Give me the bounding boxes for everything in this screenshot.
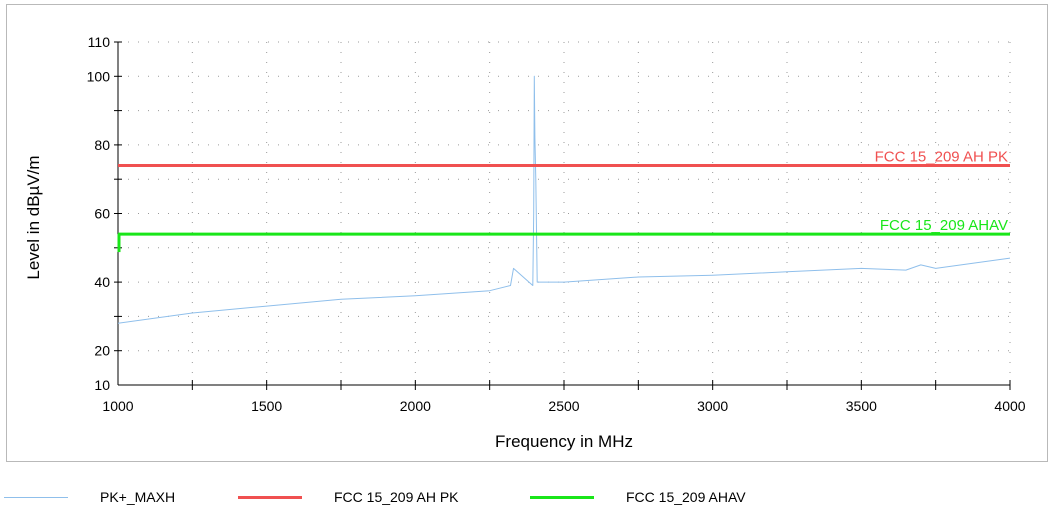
- y-tick-label: 100: [87, 68, 111, 84]
- x-tick-label: 1000: [102, 398, 133, 414]
- x-tick-label: 3000: [697, 398, 728, 414]
- axis-layer: 1000 1500 2000 2500 3000 3500 4000 10 20 40 60 80 10…: [87, 34, 1026, 414]
- label-layer: Frequency in MHz Level in dBµV/m FCC 15_…: [24, 148, 1008, 451]
- x-tick-label: 3500: [846, 398, 877, 414]
- y-tick-label: 80: [94, 137, 110, 153]
- y-tick-label: 110: [88, 34, 111, 50]
- data-layer: [117, 75, 1011, 324]
- x-tick-label: 2000: [400, 398, 431, 414]
- emission-chart: 1000 1500 2000 2500 3000 3500 4000 10 20 40 60 80 10…: [24, 34, 1026, 451]
- legend-swatch-fcc-av: [530, 495, 594, 499]
- x-axis-title: Frequency in MHz: [495, 432, 633, 451]
- x-tick-label: 2500: [548, 398, 579, 414]
- legend-item-fcc-av: FCC 15_209 AHAV: [530, 486, 746, 508]
- legend-label-pk-maxh: PK+_MAXH: [100, 489, 176, 505]
- legend-label-fcc-av: FCC 15_209 AHAV: [626, 489, 746, 505]
- y-tick-label: 10: [94, 377, 110, 393]
- grid-layer: [118, 41, 1011, 385]
- limit-label-fcc-av: FCC 15_209 AHAV: [880, 217, 1008, 234]
- y-tick-label: 60: [94, 206, 110, 222]
- legend-swatch-pk-maxh: [4, 496, 68, 498]
- legend: PK+_MAXH FCC 15_209 AH PK FCC 15_209 AHA…: [0, 486, 1052, 508]
- legend-item-fcc-pk: FCC 15_209 AH PK: [238, 486, 459, 508]
- y-tick-label: 40: [94, 274, 110, 290]
- x-tick-label: 1500: [251, 398, 282, 414]
- chart-frame: 1000 1500 2000 2500 3000 3500 4000 10 20 40 60 80 10…: [6, 4, 1048, 462]
- x-tick-label: 4000: [994, 398, 1025, 414]
- legend-label-fcc-pk: FCC 15_209 AH PK: [334, 489, 459, 505]
- series-line-pk-maxh: [117, 75, 1011, 324]
- y-axis-title: Level in dBµV/m: [24, 155, 43, 279]
- y-tick-label: 20: [94, 343, 110, 359]
- legend-item-pk-maxh: PK+_MAXH: [4, 486, 175, 508]
- legend-swatch-fcc-pk: [238, 495, 302, 499]
- limit-label-fcc-pk: FCC 15_209 AH PK: [875, 148, 1008, 165]
